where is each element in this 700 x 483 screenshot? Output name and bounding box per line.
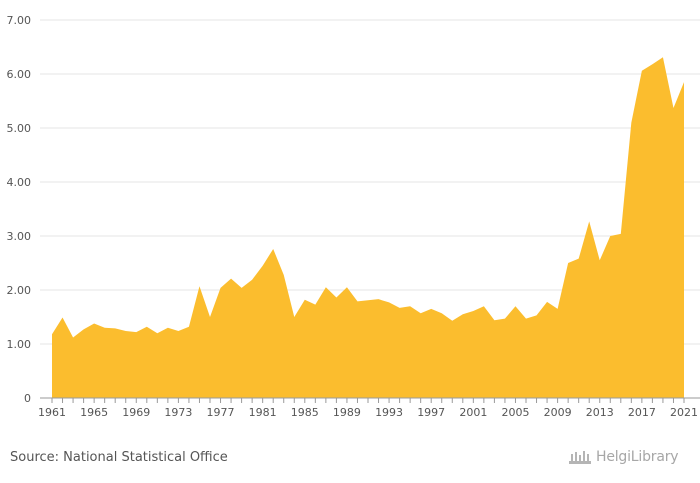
library-icon xyxy=(569,451,591,464)
source-note: Source: National Statistical Office xyxy=(10,450,228,465)
grid-lines xyxy=(40,19,700,345)
x-tick-label: 2017 xyxy=(628,406,656,419)
area-fill xyxy=(52,57,684,398)
y-tick-label: 7.00 xyxy=(7,14,32,27)
x-tick-label: 2021 xyxy=(670,406,698,419)
brand-name: HelgiLibrary xyxy=(596,449,679,465)
y-tick-label: 1.00 xyxy=(7,338,32,351)
y-tick-label: 4.00 xyxy=(7,176,32,189)
x-tick-label: 1977 xyxy=(207,406,235,419)
x-tick-label: 1973 xyxy=(164,406,192,419)
area-chart: 0 1.00 2.00 3.00 4.00 5.00 6.00 7.00 1961 1965 196… xyxy=(7,14,700,419)
y-tick-label: 3.00 xyxy=(7,230,32,243)
y-tick-label: 6.00 xyxy=(7,68,32,81)
x-tick-label: 1989 xyxy=(333,406,361,419)
axes: 0 1.00 2.00 3.00 4.00 5.00 6.00 7.00 1961 1965 196… xyxy=(7,14,700,419)
x-tick-label: 1981 xyxy=(249,406,277,419)
x-tick-label: 2005 xyxy=(501,406,529,419)
brand-logo[interactable]: HelgiLibrary xyxy=(568,448,679,466)
x-tick-label: 2009 xyxy=(544,406,572,419)
x-tick-label: 1965 xyxy=(80,406,108,419)
area-series xyxy=(52,57,684,398)
x-tick-label: 2001 xyxy=(459,406,487,419)
x-tick-label: 1997 xyxy=(417,406,445,419)
y-tick-label: 0 xyxy=(24,392,31,405)
x-tick-label: 1961 xyxy=(38,406,66,419)
x-tick-label: 1985 xyxy=(291,406,319,419)
y-tick-label: 5.00 xyxy=(7,122,32,135)
y-tick-label: 2.00 xyxy=(7,284,32,297)
x-tick-label: 1993 xyxy=(375,406,403,419)
chart: 0 1.00 2.00 3.00 4.00 5.00 6.00 7.00 1961 1965 196… xyxy=(7,14,700,419)
x-tick-label: 2013 xyxy=(586,406,614,419)
x-tick-label: 1969 xyxy=(122,406,150,419)
